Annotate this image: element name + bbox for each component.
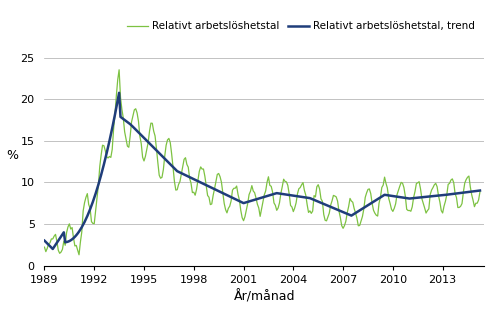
Relativt arbetslöshetstal, trend bbox=[477, 188, 483, 192]
Relativt arbetslöshetstal bbox=[76, 253, 82, 257]
Relativt arbetslöshetstal, trend bbox=[221, 192, 227, 196]
Relativt arbetslöshetstal bbox=[221, 202, 227, 205]
Y-axis label: %: % bbox=[6, 148, 18, 162]
Relativt arbetslöshetstal bbox=[50, 237, 56, 241]
Relativt arbetslöshetstal, trend bbox=[205, 184, 210, 188]
Relativt arbetslöshetstal, trend bbox=[41, 239, 47, 243]
Relativt arbetslöshetstal bbox=[41, 245, 47, 249]
Relativt arbetslöshetstal, trend bbox=[51, 245, 57, 249]
Relativt arbetslöshetstal, trend bbox=[50, 247, 56, 251]
X-axis label: År/månad: År/månad bbox=[234, 290, 295, 304]
Line: Relativt arbetslöshetstal, trend: Relativt arbetslöshetstal, trend bbox=[44, 93, 480, 249]
Line: Relativt arbetslöshetstal: Relativt arbetslöshetstal bbox=[44, 70, 480, 255]
Relativt arbetslöshetstal bbox=[477, 190, 483, 194]
Relativt arbetslöshetstal, trend bbox=[116, 91, 122, 95]
Relativt arbetslöshetstal, trend bbox=[62, 240, 68, 244]
Relativt arbetslöshetstal bbox=[205, 194, 210, 197]
Relativt arbetslöshetstal, trend bbox=[52, 243, 58, 247]
Relativt arbetslöshetstal, trend bbox=[271, 192, 277, 196]
Legend: Relativt arbetslöshetstal, Relativt arbetslöshetstal, trend: Relativt arbetslöshetstal, Relativt arbe… bbox=[123, 17, 479, 36]
Relativt arbetslöshetstal bbox=[116, 68, 122, 72]
Relativt arbetslöshetstal bbox=[61, 239, 67, 243]
Relativt arbetslöshetstal bbox=[271, 201, 277, 205]
Relativt arbetslöshetstal bbox=[51, 234, 57, 238]
